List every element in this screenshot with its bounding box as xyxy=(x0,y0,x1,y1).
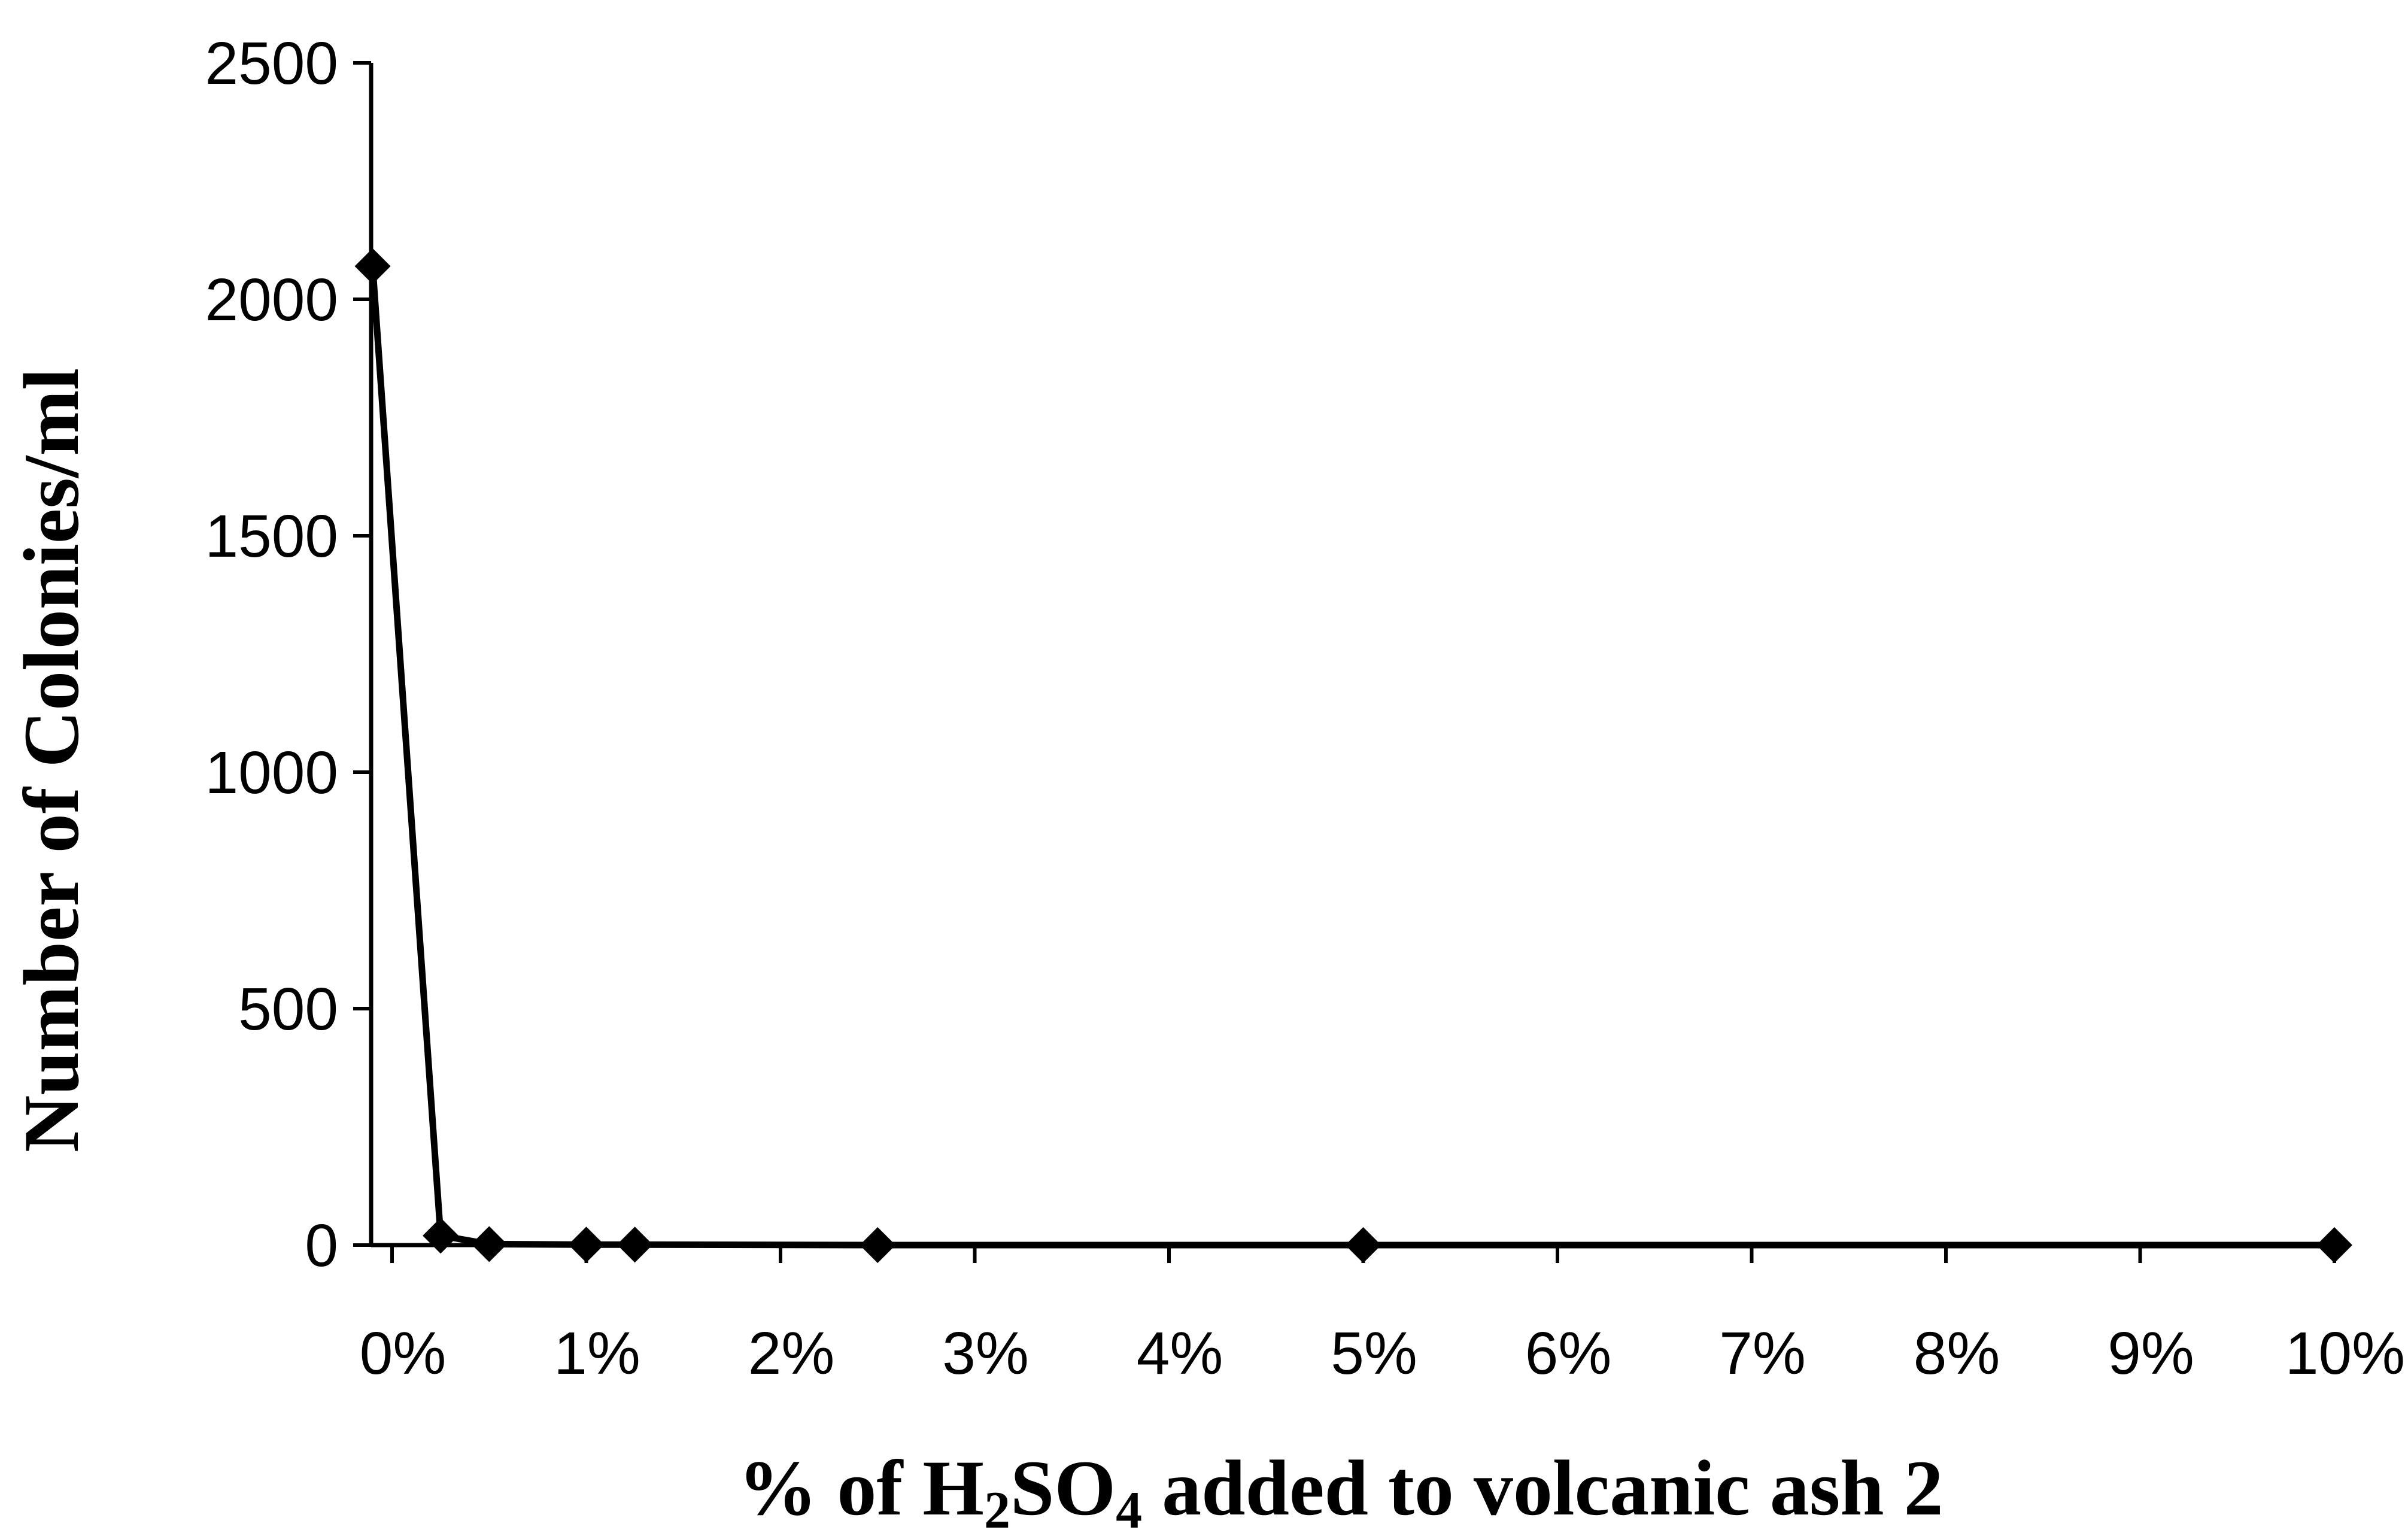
x-tick-label: 9% xyxy=(2108,1320,2194,1387)
x-tick-label: 10% xyxy=(2285,1320,2405,1387)
series-line xyxy=(369,266,2334,1249)
x-axis-title-sub-2: 2 xyxy=(984,1482,1010,1536)
data-point xyxy=(1345,1227,1381,1263)
x-tick-label: 0% xyxy=(360,1320,447,1387)
x-tick-label: 6% xyxy=(1525,1320,1612,1387)
x-axis-title-prefix: % of H xyxy=(738,1444,984,1532)
plot-area xyxy=(369,63,2340,1247)
series-layer xyxy=(354,248,2352,1263)
x-axis-title: % of H2SO4 added to volcanic ash 2 xyxy=(738,1444,1943,1536)
y-tick-label: 2500 xyxy=(205,30,338,97)
y-tick-label: 500 xyxy=(238,976,338,1043)
y-tick-label: 2000 xyxy=(205,266,338,333)
y-tick-label: 0 xyxy=(305,1212,338,1279)
data-point xyxy=(568,1227,605,1263)
x-tick-label: 5% xyxy=(1331,1320,1417,1387)
x-tick-label: 2% xyxy=(748,1320,835,1387)
data-point xyxy=(471,1226,508,1262)
y-tick-label: 1500 xyxy=(205,503,338,570)
x-tick-label: 4% xyxy=(1137,1320,1223,1387)
x-tick-label: 8% xyxy=(1914,1320,2000,1387)
x-axis-title-sub-4: 4 xyxy=(1116,1482,1142,1536)
y-axis-ticks: 0 500 1000 1500 2000 2500 xyxy=(205,30,371,1279)
x-axis-title-mid: SO xyxy=(1010,1444,1116,1532)
data-point xyxy=(2316,1227,2352,1263)
y-axis-title: Number of Colonies/ml xyxy=(7,368,95,1152)
x-tick-label: 3% xyxy=(942,1320,1029,1387)
x-axis-title-suffix: added to volcanic ash 2 xyxy=(1142,1444,1944,1532)
data-point xyxy=(860,1227,896,1263)
data-point xyxy=(354,248,391,284)
data-point xyxy=(423,1218,459,1254)
x-tick-label: 7% xyxy=(1719,1320,1806,1387)
x-tick-label: 1% xyxy=(554,1320,640,1387)
y-tick-label: 1000 xyxy=(205,739,338,806)
data-point xyxy=(617,1227,653,1263)
x-axis-ticks: 0% 1% 2% 3% 4% 5% 6% 7% 8% 9% 10% xyxy=(360,1245,2405,1387)
